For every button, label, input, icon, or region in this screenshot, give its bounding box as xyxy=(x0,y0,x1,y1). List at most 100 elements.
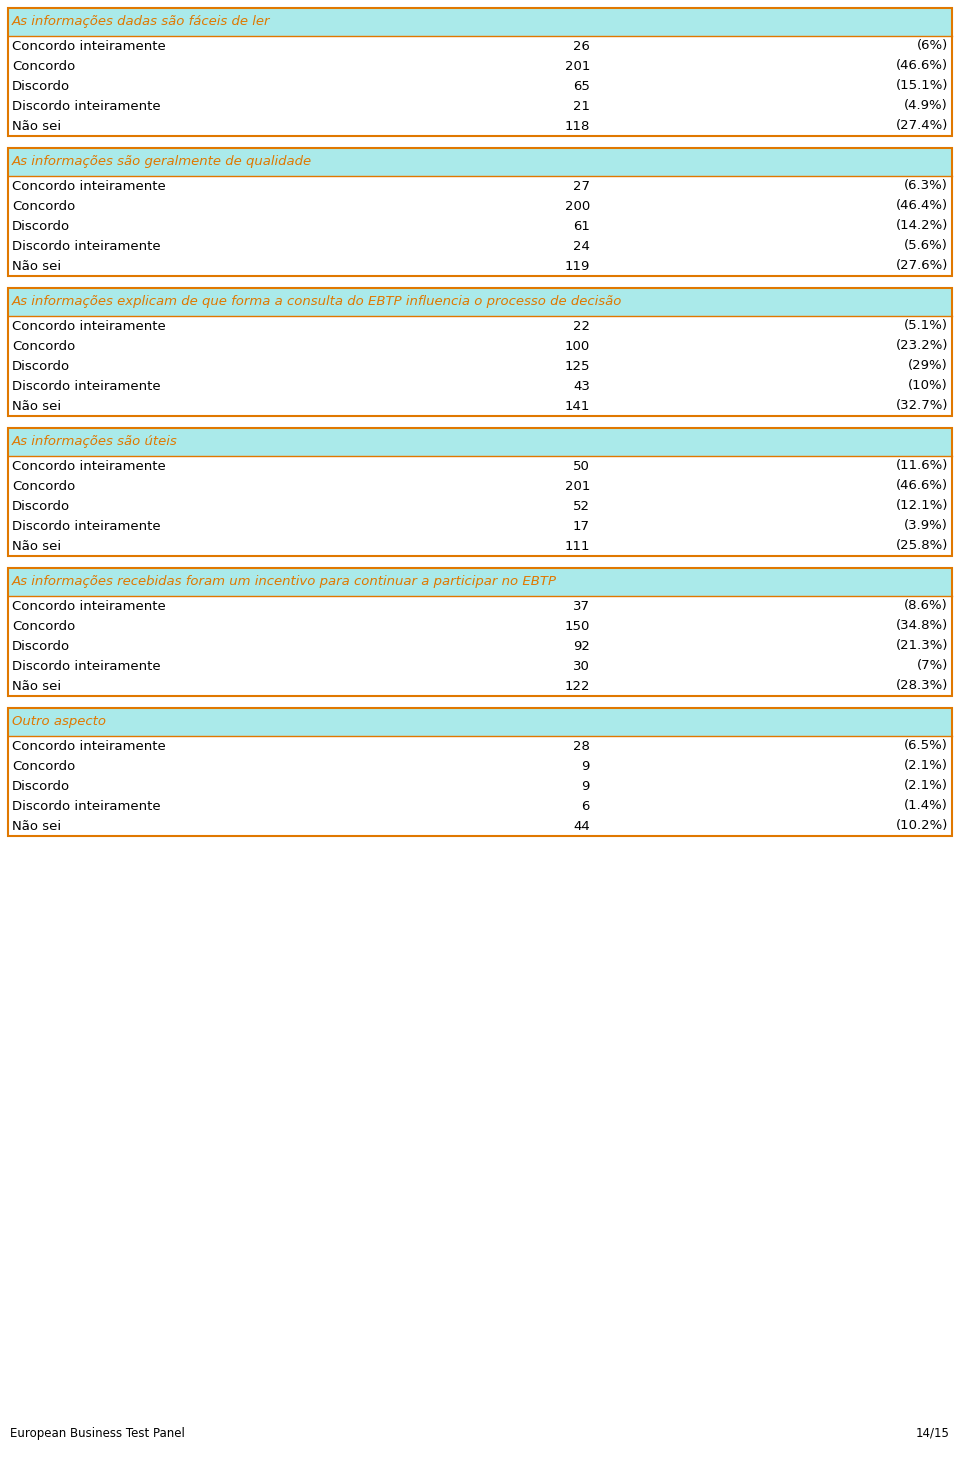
Text: Não sei: Não sei xyxy=(12,120,61,133)
Bar xyxy=(8,147,952,276)
Text: (4.9%): (4.9%) xyxy=(904,99,948,112)
Text: Discordo inteiramente: Discordo inteiramente xyxy=(12,800,160,813)
Text: Discordo inteiramente: Discordo inteiramente xyxy=(12,99,160,112)
Bar xyxy=(8,496,952,515)
Text: 9: 9 xyxy=(582,780,590,793)
Text: (23.2%): (23.2%) xyxy=(896,340,948,352)
Text: (25.8%): (25.8%) xyxy=(896,540,948,552)
Text: (46.6%): (46.6%) xyxy=(896,60,948,73)
Text: Concordo inteiramente: Concordo inteiramente xyxy=(12,180,166,193)
Text: Discordo: Discordo xyxy=(12,79,70,92)
Bar xyxy=(8,396,952,416)
Bar xyxy=(8,568,952,696)
Text: 14/15: 14/15 xyxy=(916,1426,950,1440)
Text: (10.2%): (10.2%) xyxy=(896,819,948,832)
Text: 28: 28 xyxy=(573,740,590,752)
Text: Discordo: Discordo xyxy=(12,639,70,653)
Bar xyxy=(8,637,952,656)
Text: 111: 111 xyxy=(564,540,590,552)
Text: Discordo: Discordo xyxy=(12,219,70,232)
Bar xyxy=(8,237,952,256)
Text: Concordo inteiramente: Concordo inteiramente xyxy=(12,600,166,613)
Text: Concordo inteiramente: Concordo inteiramente xyxy=(12,740,166,752)
Text: 122: 122 xyxy=(564,679,590,692)
Text: 17: 17 xyxy=(573,520,590,533)
Text: Não sei: Não sei xyxy=(12,540,61,552)
Bar xyxy=(8,596,952,616)
Bar xyxy=(8,177,952,196)
Text: Outro aspecto: Outro aspecto xyxy=(12,715,106,729)
Text: 22: 22 xyxy=(573,320,590,333)
Text: 201: 201 xyxy=(564,479,590,492)
Text: Concordo: Concordo xyxy=(12,479,75,492)
Text: (14.2%): (14.2%) xyxy=(896,219,948,232)
Text: 21: 21 xyxy=(573,99,590,112)
Text: 118: 118 xyxy=(564,120,590,133)
Bar xyxy=(8,476,952,496)
Text: 200: 200 xyxy=(564,200,590,213)
Text: As informações são geralmente de qualidade: As informações são geralmente de qualida… xyxy=(12,156,312,168)
Bar xyxy=(8,656,952,676)
Text: (32.7%): (32.7%) xyxy=(896,400,948,413)
Bar xyxy=(8,115,952,136)
Text: Discordo inteiramente: Discordo inteiramente xyxy=(12,239,160,253)
Text: (12.1%): (12.1%) xyxy=(896,499,948,512)
Text: (34.8%): (34.8%) xyxy=(896,619,948,632)
Text: (5.1%): (5.1%) xyxy=(904,320,948,333)
Text: 9: 9 xyxy=(582,759,590,772)
Text: Não sei: Não sei xyxy=(12,260,61,273)
Text: 201: 201 xyxy=(564,60,590,73)
Bar xyxy=(8,568,952,596)
Bar xyxy=(8,315,952,336)
Text: Concordo: Concordo xyxy=(12,759,75,772)
Text: 30: 30 xyxy=(573,660,590,673)
Bar xyxy=(8,428,952,556)
Bar xyxy=(8,336,952,356)
Text: 92: 92 xyxy=(573,639,590,653)
Text: (46.6%): (46.6%) xyxy=(896,479,948,492)
Bar xyxy=(8,36,952,55)
Bar xyxy=(8,356,952,377)
Bar xyxy=(8,7,952,136)
Text: Concordo: Concordo xyxy=(12,60,75,73)
Text: 26: 26 xyxy=(573,39,590,53)
Text: Discordo: Discordo xyxy=(12,499,70,512)
Bar xyxy=(8,7,952,36)
Bar xyxy=(8,55,952,76)
Text: 27: 27 xyxy=(573,180,590,193)
Bar xyxy=(8,377,952,396)
Text: (3.9%): (3.9%) xyxy=(904,520,948,533)
Text: Concordo: Concordo xyxy=(12,619,75,632)
Text: (6.3%): (6.3%) xyxy=(904,180,948,193)
Text: Discordo inteiramente: Discordo inteiramente xyxy=(12,660,160,673)
Text: Concordo: Concordo xyxy=(12,340,75,352)
Text: As informações explicam de que forma a consulta do EBTP influencia o processo de: As informações explicam de que forma a c… xyxy=(12,295,622,308)
Text: (1.4%): (1.4%) xyxy=(904,800,948,813)
Text: Discordo inteiramente: Discordo inteiramente xyxy=(12,520,160,533)
Text: (11.6%): (11.6%) xyxy=(896,460,948,473)
Text: Não sei: Não sei xyxy=(12,819,61,832)
Text: 61: 61 xyxy=(573,219,590,232)
Text: Discordo: Discordo xyxy=(12,359,70,372)
Bar xyxy=(8,708,952,736)
Text: (27.4%): (27.4%) xyxy=(896,120,948,133)
Text: Concordo inteiramente: Concordo inteiramente xyxy=(12,320,166,333)
Bar xyxy=(8,756,952,777)
Bar xyxy=(8,536,952,556)
Text: (10%): (10%) xyxy=(908,380,948,393)
Text: 43: 43 xyxy=(573,380,590,393)
Text: 100: 100 xyxy=(564,340,590,352)
Text: 125: 125 xyxy=(564,359,590,372)
Text: (6.5%): (6.5%) xyxy=(904,740,948,752)
Bar xyxy=(8,456,952,476)
Text: 37: 37 xyxy=(573,600,590,613)
Bar xyxy=(8,76,952,96)
Text: Concordo: Concordo xyxy=(12,200,75,213)
Text: 50: 50 xyxy=(573,460,590,473)
Text: Não sei: Não sei xyxy=(12,400,61,413)
Text: Não sei: Não sei xyxy=(12,679,61,692)
Text: 52: 52 xyxy=(573,499,590,512)
Bar xyxy=(8,288,952,315)
Bar xyxy=(8,708,952,837)
Bar xyxy=(8,736,952,756)
